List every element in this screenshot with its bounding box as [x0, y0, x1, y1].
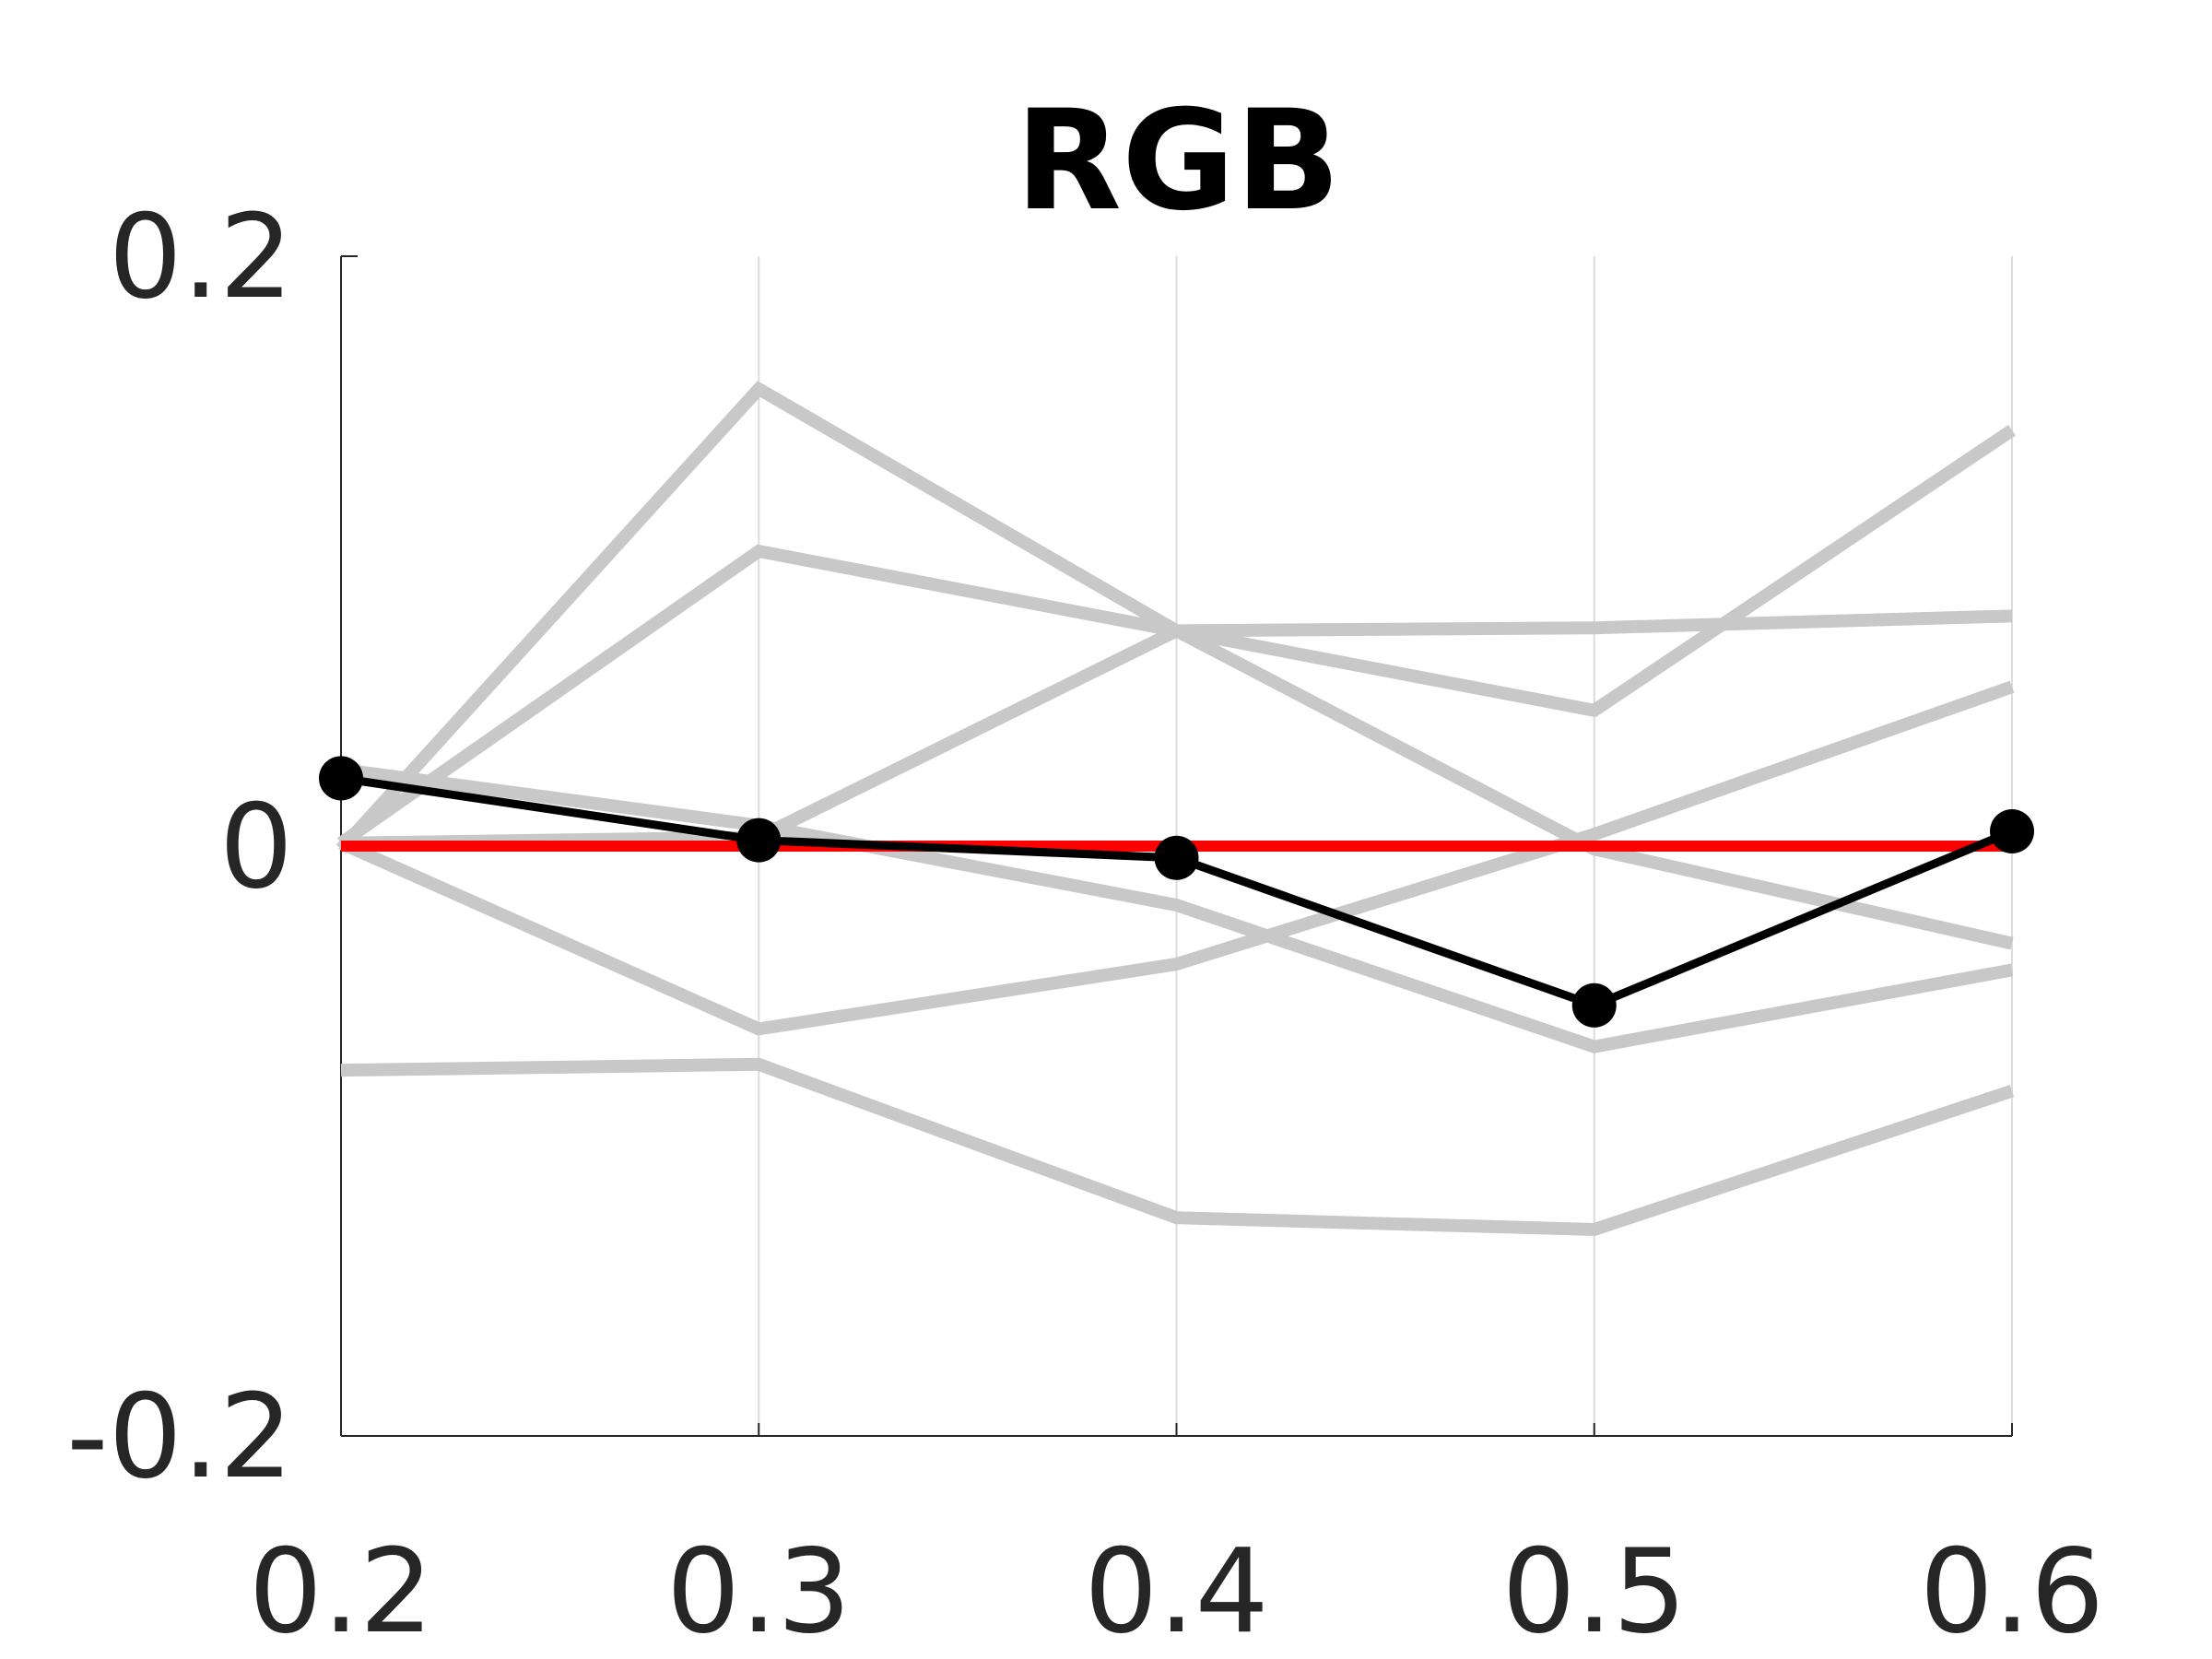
- y-tick-label: -0.2: [66, 1369, 293, 1504]
- x-tick-label: 0.4: [1084, 1524, 1268, 1659]
- data-point: [1990, 809, 2034, 853]
- data-point: [1154, 835, 1199, 880]
- y-tick-label: 0.2: [109, 189, 293, 324]
- y-tick-label: 0: [219, 779, 293, 914]
- x-tick-label: 0.6: [1920, 1524, 2104, 1659]
- x-tick-label: 0.5: [1502, 1524, 1687, 1659]
- background-series-group: [335, 381, 2016, 1237]
- x-tick-label: 0.2: [249, 1524, 433, 1659]
- highlight-series-group: [319, 756, 2034, 1028]
- data-point: [736, 818, 782, 863]
- background-series-line: [340, 609, 2013, 850]
- data-point: [1571, 982, 1617, 1028]
- tick-labels: 0.2 0.3 0.4 0.5 0.6 -0.2 0 0.2: [66, 189, 2104, 1659]
- chart-title: RGB: [1016, 81, 1341, 241]
- background-series-line: [340, 762, 2014, 1053]
- background-series-line: [340, 1057, 2015, 1237]
- data-point: [319, 756, 363, 801]
- background-series-line: [338, 680, 2015, 1036]
- x-tick-label: 0.3: [666, 1524, 851, 1659]
